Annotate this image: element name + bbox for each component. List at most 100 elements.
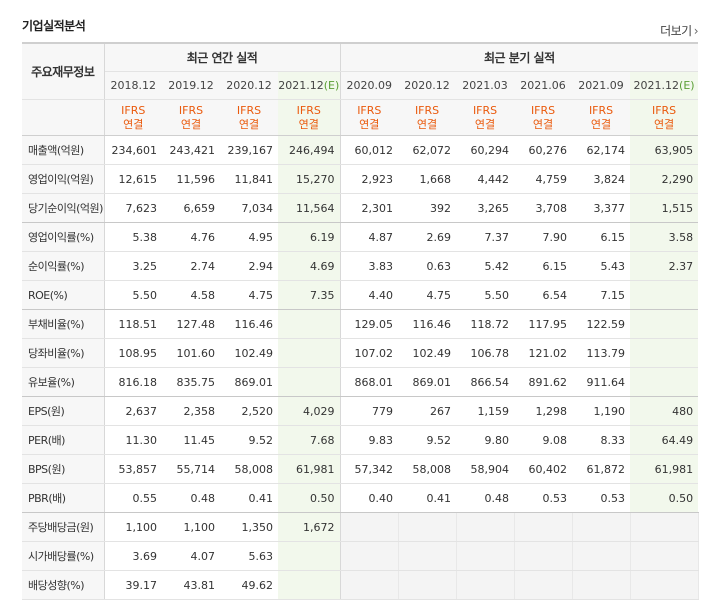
table-cell — [278, 338, 341, 368]
table-cell: 835.75 — [162, 367, 220, 397]
table-cell: 868.01 — [340, 367, 399, 397]
table-cell — [278, 570, 341, 600]
ifrs-badge: IFRS 연결 — [514, 99, 573, 136]
table-cell: 0.50 — [278, 483, 341, 513]
period-label: 2020.12 — [404, 79, 450, 92]
consolidated-label: 연결 — [123, 117, 144, 131]
ifrs-badge: IFRS 연결 — [456, 99, 515, 136]
ifrs-label: IFRS — [121, 103, 146, 117]
table-cell: 4.75 — [398, 280, 457, 310]
table-cell — [630, 541, 699, 571]
table-cell: 869.01 — [398, 367, 457, 397]
ifrs-row-blank — [22, 99, 105, 136]
table-cell: 4.95 — [220, 222, 278, 252]
row-label: PER(배) — [22, 425, 105, 455]
table-cell: 8.33 — [572, 425, 631, 455]
consolidated-label: 연결 — [474, 117, 496, 131]
period-header: 2021.12(E) — [278, 71, 341, 100]
table-cell: 4.87 — [340, 222, 399, 252]
table-cell: 0.41 — [398, 483, 457, 513]
table-row: 영업이익률(%) 5.38 4.76 4.95 6.19 4.87 2.69 7.37 7.90… — [22, 222, 699, 252]
row-label: ROE(%) — [22, 280, 105, 310]
table-cell: 9.80 — [456, 425, 515, 455]
table-cell — [456, 541, 515, 571]
row-label: 영업이익(억원) — [22, 164, 105, 194]
table-row: 시가배당률(%) 3.69 4.07 5.63 — [22, 541, 699, 571]
period-header: 2021.12(E) — [630, 71, 699, 100]
table-cell: 6.15 — [514, 251, 573, 281]
period-header: 2021.06 — [514, 71, 573, 100]
table-cell: 6,659 — [162, 193, 220, 223]
table-cell: 3.69 — [104, 541, 162, 571]
period-header: 2019.12 — [162, 71, 220, 100]
table-cell — [398, 512, 457, 542]
table-row: ROE(%) 5.50 4.58 4.75 7.35 4.40 4.75 5.50 6.54 7.… — [22, 280, 699, 310]
table-cell: 6.19 — [278, 222, 341, 252]
table-cell: 0.53 — [514, 483, 573, 513]
table-row: 부채비율(%) 118.51 127.48 116.46 129.05 116.46 118… — [22, 309, 699, 339]
table-row: BPS(원) 53,857 55,714 58,008 61,981 57,342 58,0… — [22, 454, 699, 484]
table-cell — [278, 541, 341, 571]
table-cell: 0.48 — [456, 483, 515, 513]
ifrs-label: IFRS — [530, 103, 556, 117]
table-cell: 11,564 — [278, 193, 341, 223]
table-cell: 15,270 — [278, 164, 341, 194]
consolidated-label: 연결 — [238, 117, 260, 131]
table-cell: 7.90 — [514, 222, 573, 252]
table-cell: 122.59 — [572, 309, 631, 339]
table-cell: 1,190 — [572, 396, 631, 426]
table-cell: 0.53 — [572, 483, 631, 513]
ifrs-badge: IFRS 연결 — [572, 99, 631, 136]
table-cell: 117.95 — [514, 309, 573, 339]
ifrs-label: IFRS — [296, 103, 321, 117]
row-label: PBR(배) — [22, 483, 105, 513]
table-cell: 5.38 — [104, 222, 162, 252]
table-cell: 2.74 — [162, 251, 220, 281]
table-cell: 3,824 — [572, 164, 631, 194]
ifrs-badge: IFRS 연결 — [340, 99, 399, 136]
table-cell: 11.45 — [162, 425, 220, 455]
ifrs-badge: IFRS 연결 — [162, 99, 220, 136]
table-cell: 11,841 — [220, 164, 278, 194]
table-cell: 891.62 — [514, 367, 573, 397]
table-cell: 58,008 — [220, 454, 278, 484]
table-cell: 2,301 — [340, 193, 399, 223]
table-cell: 102.49 — [398, 338, 457, 368]
table-cell — [630, 512, 699, 542]
table-row: PBR(배) 0.55 0.48 0.41 0.50 0.40 0.41 0.48 0.53 0.… — [22, 483, 699, 513]
consolidated-label: 연결 — [298, 117, 319, 131]
table-cell: 4.76 — [162, 222, 220, 252]
table-cell: 4.40 — [340, 280, 399, 310]
table-cell: 9.52 — [398, 425, 457, 455]
table-cell: 7.35 — [278, 280, 341, 310]
table-cell: 1,668 — [398, 164, 457, 194]
more-link-label: 더보기 — [660, 24, 692, 38]
table-cell: 392 — [398, 193, 457, 223]
table-row: 매출액(억원) 234,601 243,421 239,167 246,494 60,01… — [22, 135, 699, 165]
table-cell: 4.07 — [162, 541, 220, 571]
row-label: 주당배당금(원) — [22, 512, 105, 542]
table-cell: 5.42 — [456, 251, 515, 281]
table-cell: 4,442 — [456, 164, 515, 194]
table-cell: 6.15 — [572, 222, 631, 252]
row-label: 매출액(억원) — [22, 135, 105, 165]
table-cell: 4,759 — [514, 164, 573, 194]
estimate-mark: (E) — [323, 79, 340, 92]
table-cell: 116.46 — [220, 309, 278, 339]
ifrs-label: IFRS — [472, 103, 498, 117]
table-row: 유보율(%) 816.18 835.75 869.01 868.01 869.01 866.… — [22, 367, 699, 397]
period-label: 2020.12 — [226, 79, 272, 92]
table-cell: 1,100 — [104, 512, 162, 542]
period-label: 2021.09 — [578, 79, 624, 92]
table-cell: 53,857 — [104, 454, 162, 484]
table-cell: 43.81 — [162, 570, 220, 600]
consolidated-label: 연결 — [590, 117, 612, 131]
ifrs-label: IFRS — [178, 103, 204, 117]
table-cell: 779 — [340, 396, 399, 426]
table-cell: 0.40 — [340, 483, 399, 513]
more-link[interactable]: 더보기 › — [660, 22, 698, 39]
table-cell: 1,298 — [514, 396, 573, 426]
table-cell: 5.50 — [456, 280, 515, 310]
table-cell: 3,708 — [514, 193, 573, 223]
table-cell — [514, 541, 573, 571]
